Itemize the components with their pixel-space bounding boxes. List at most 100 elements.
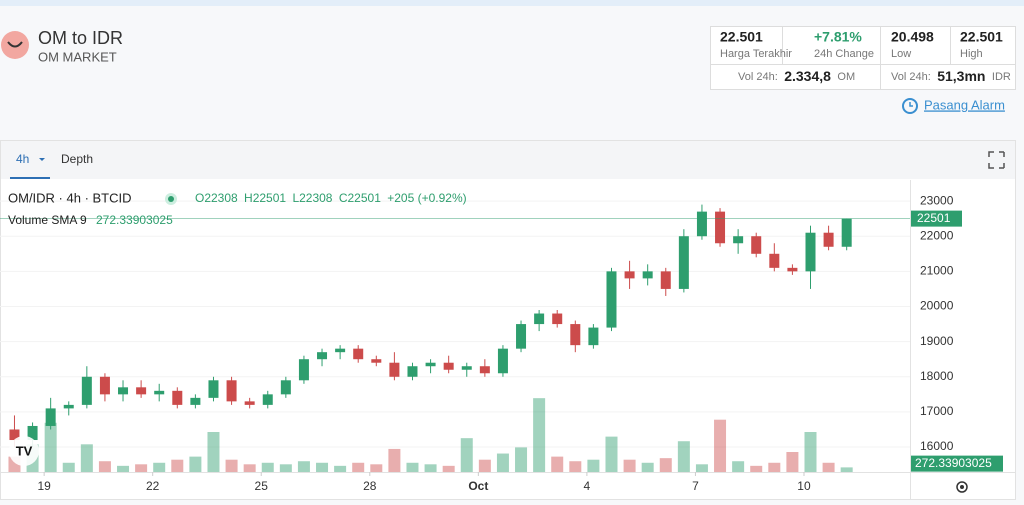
y-tick-label: 18000 (920, 369, 954, 383)
candle-body (660, 271, 671, 289)
tv-logo: TV (9, 436, 39, 466)
candle-body (497, 348, 508, 374)
subtitle: OM MARKET (38, 49, 117, 64)
chart-panel (0, 140, 1016, 500)
dropdown-arrow[interactable] (39, 158, 45, 161)
candle-body (696, 211, 707, 237)
y-tick-label: 20000 (920, 299, 954, 313)
volume-bar (62, 462, 75, 472)
candle-body (588, 327, 599, 346)
volume-bar (478, 459, 491, 472)
coin-icon-mark (7, 41, 23, 48)
volume-bar (533, 398, 546, 472)
stat-label: High (960, 48, 983, 60)
volume-bar (171, 459, 184, 472)
candle-body (262, 394, 273, 405)
ohlc-close: C22501 (339, 191, 381, 205)
volume-bar (370, 464, 383, 472)
volume-bar (641, 462, 654, 472)
x-tick-label: 19 (37, 479, 51, 493)
stat-label: Harga Terakhir (720, 48, 792, 60)
volume-bar (44, 422, 57, 472)
candle-body (570, 324, 581, 346)
volume-bar (695, 464, 708, 472)
depth-tab[interactable]: Depth (61, 152, 93, 166)
volume-bar (515, 447, 528, 472)
vol-unit: OM (837, 71, 855, 83)
vol-value: 51,3mn (937, 68, 985, 84)
alarm-icon[interactable] (902, 98, 918, 114)
alarm-link[interactable]: Pasang Alarm (924, 97, 1005, 112)
candle-body (81, 376, 92, 405)
candle-body (172, 390, 183, 405)
status-dot (168, 196, 174, 202)
plot (0, 200, 910, 472)
candle-body (823, 232, 834, 247)
ohlc-open: O22308 (195, 191, 238, 205)
candle-body (805, 232, 816, 272)
symbol-legend: OM/IDR · 4h · BTCID (8, 190, 132, 205)
volume-bar (424, 464, 437, 472)
candle-body (317, 352, 328, 360)
candle-body (606, 271, 617, 328)
volume-bar (496, 453, 509, 472)
volume-bar (334, 465, 347, 472)
volume-bar (442, 465, 455, 472)
candle-body (63, 404, 74, 409)
volume-bar (98, 461, 111, 472)
volume-bar (768, 462, 781, 472)
settings-icon[interactable] (956, 481, 968, 493)
volume-bar (225, 459, 238, 472)
candle-body (136, 387, 147, 395)
x-tick-label: 7 (692, 479, 699, 493)
volume-bar (297, 461, 310, 472)
candle-body (9, 429, 20, 441)
fullscreen-icon[interactable] (988, 151, 1005, 169)
ohlc-low: L22308 (292, 191, 332, 205)
stats-box (710, 26, 1016, 90)
candle-body (751, 236, 762, 254)
volume-bar (406, 462, 419, 472)
candle-body (353, 348, 364, 360)
interval-tab[interactable]: 4h (16, 152, 29, 166)
candle-body (244, 401, 255, 405)
vol-label: Vol 24h: (891, 71, 931, 83)
candle-body (298, 359, 309, 381)
candle-body (769, 253, 780, 268)
stat-value: 22.501 (720, 29, 763, 45)
volume-bar (732, 461, 745, 472)
x-tick-label: 22 (146, 479, 160, 493)
last-price-label: 22501 (917, 211, 951, 225)
candle-body (389, 362, 400, 377)
volume-bar (822, 462, 835, 472)
volume-bar (243, 464, 256, 472)
x-tick-label: 4 (584, 479, 591, 493)
volume-bar (189, 456, 202, 472)
candle-body (624, 271, 635, 279)
candle-body (552, 313, 563, 325)
volume-legend: Volume SMA 9 (8, 213, 87, 227)
last-price-box (911, 210, 962, 227)
candle-body (425, 362, 436, 367)
candle-body (534, 313, 545, 325)
x-tick-label: 28 (363, 479, 377, 493)
candle-body (733, 236, 744, 244)
volume-bar (569, 461, 582, 472)
candle-body (715, 211, 726, 244)
volume-bar (840, 467, 853, 472)
volume-bar (750, 465, 763, 472)
vol-24h: Vol 24h: 2.334,8 OM (738, 68, 855, 86)
x-tick-label: 25 (255, 479, 269, 493)
volume-bar (714, 419, 727, 472)
y-tick-label: 16000 (920, 439, 954, 453)
candle-body (45, 408, 56, 426)
ohlc-high: H22501 (244, 191, 286, 205)
candle-body (678, 236, 689, 289)
volume-bar (352, 462, 365, 472)
candle-body (118, 387, 129, 395)
vol-label: Vol 24h: (738, 71, 778, 83)
ohlc-legend: O22308 H22501 L22308 C22501 +205 (+0.92%… (195, 191, 467, 205)
volume-bar (659, 458, 672, 472)
volume-bar (587, 459, 600, 472)
